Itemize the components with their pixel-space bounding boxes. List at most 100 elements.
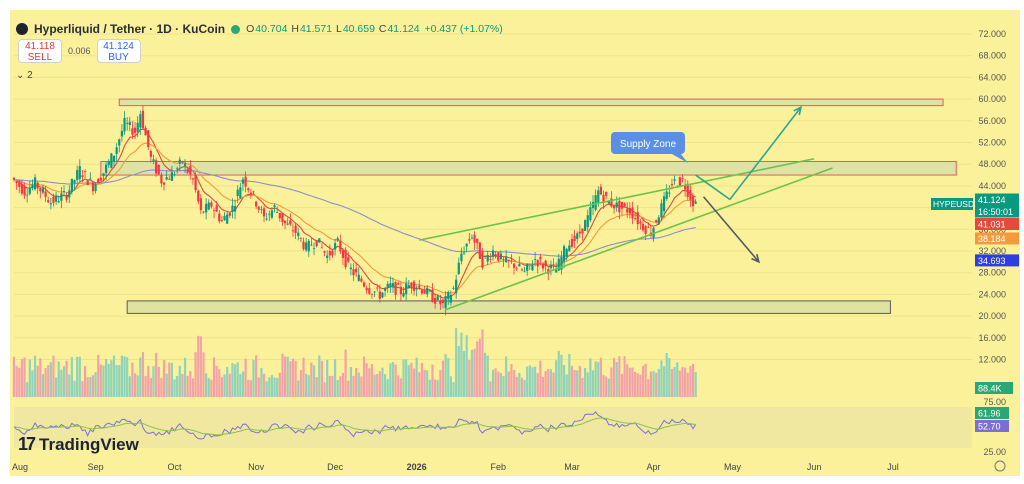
candle (218, 209, 221, 224)
candle-body (368, 288, 371, 294)
candle (215, 201, 218, 213)
candle (691, 192, 695, 213)
buy-button[interactable]: 41.124 BUY (96, 39, 141, 63)
candle (536, 259, 539, 274)
volume-bar (515, 376, 518, 397)
candle-body (33, 177, 37, 190)
volume-bar (12, 356, 16, 397)
volume-group (12, 327, 697, 397)
candle (128, 116, 131, 132)
volume-bar (597, 361, 600, 397)
candle (531, 260, 534, 272)
volume-bar (660, 360, 663, 397)
candle (373, 290, 376, 297)
volume-bar (418, 372, 421, 397)
candle-body (236, 189, 239, 196)
change-value: +0.437 (+1.07%) (424, 23, 503, 35)
volume-bar (657, 368, 660, 397)
volume-bar (391, 362, 395, 397)
volume-bar (686, 372, 689, 397)
volume-bar (423, 370, 426, 397)
candle (60, 187, 63, 209)
rsi-signal-tag-text: 52.70 (978, 422, 1001, 432)
volume-bar (373, 374, 376, 397)
volume-bar (605, 376, 608, 397)
candle-body (136, 122, 139, 132)
volume-bar (202, 352, 205, 397)
candle-body (278, 212, 281, 219)
volume-bar (247, 379, 250, 397)
candle (260, 205, 263, 214)
candle-body (670, 183, 674, 186)
volume-bar (249, 380, 252, 397)
volume-bar (383, 374, 387, 397)
candle-body (618, 200, 621, 213)
candle-body (576, 233, 579, 240)
candle-body (455, 279, 458, 294)
candle (555, 262, 558, 273)
candle (381, 292, 384, 299)
volume-bar (23, 357, 26, 397)
volume-bar (223, 374, 226, 397)
candle-body (260, 209, 263, 211)
candle-body (465, 243, 468, 247)
candle (36, 181, 39, 195)
volume-bar (97, 354, 100, 397)
y-tick-label: 56.000 (978, 116, 1006, 126)
candle-body (257, 206, 260, 210)
candle (57, 195, 60, 204)
candle (73, 179, 76, 191)
candle-body (141, 110, 145, 129)
candle-body (244, 176, 247, 187)
candle (247, 187, 250, 193)
candle-body (276, 212, 279, 214)
candle (628, 202, 631, 219)
volume-bar (520, 377, 524, 397)
candle (347, 251, 350, 264)
market-open-dot-icon (231, 24, 241, 34)
candle-body (255, 201, 258, 207)
sell-price: 41.118 (25, 41, 55, 52)
candle (620, 201, 624, 216)
candle-body (118, 139, 121, 146)
volume-bar (470, 349, 474, 397)
volume-bar (415, 357, 418, 397)
candle (94, 182, 97, 194)
rsi-signal-line (13, 417, 696, 436)
candle (186, 166, 189, 174)
volume-bar (631, 367, 634, 397)
volume-bar (255, 355, 258, 397)
volume-bar (518, 372, 521, 397)
candle (307, 239, 310, 257)
candle (139, 110, 142, 136)
low-label: L (335, 23, 342, 35)
candle-body (55, 195, 58, 202)
candle-body (68, 190, 71, 198)
volume-bar (318, 355, 321, 397)
volume-bar (94, 372, 97, 397)
candle (626, 202, 629, 218)
volume-bar (226, 367, 229, 397)
candle-body (565, 248, 568, 257)
x-tick-label: Apr (647, 462, 661, 472)
volume-bar (52, 355, 55, 397)
candle-body (191, 178, 195, 180)
sell-button[interactable]: 41.118 SELL (18, 39, 62, 63)
volume-bar (441, 360, 445, 397)
candle-body (336, 238, 339, 241)
candle-body (539, 256, 542, 260)
candle-body (528, 264, 531, 266)
candle (368, 282, 371, 296)
volume-bar (634, 371, 637, 397)
volume-bar (376, 374, 379, 397)
candle (489, 253, 492, 263)
candle-body (23, 186, 26, 196)
symbol-title[interactable]: Hyperliquid / Tether · 1D · KuCoin (34, 22, 226, 36)
candle-body (31, 184, 34, 189)
candle-body (107, 161, 110, 166)
candle (447, 290, 450, 305)
volume-bar (141, 352, 145, 397)
rsi-line (13, 411, 697, 440)
indicators-toggle[interactable]: ⌄ 2 (16, 70, 33, 81)
